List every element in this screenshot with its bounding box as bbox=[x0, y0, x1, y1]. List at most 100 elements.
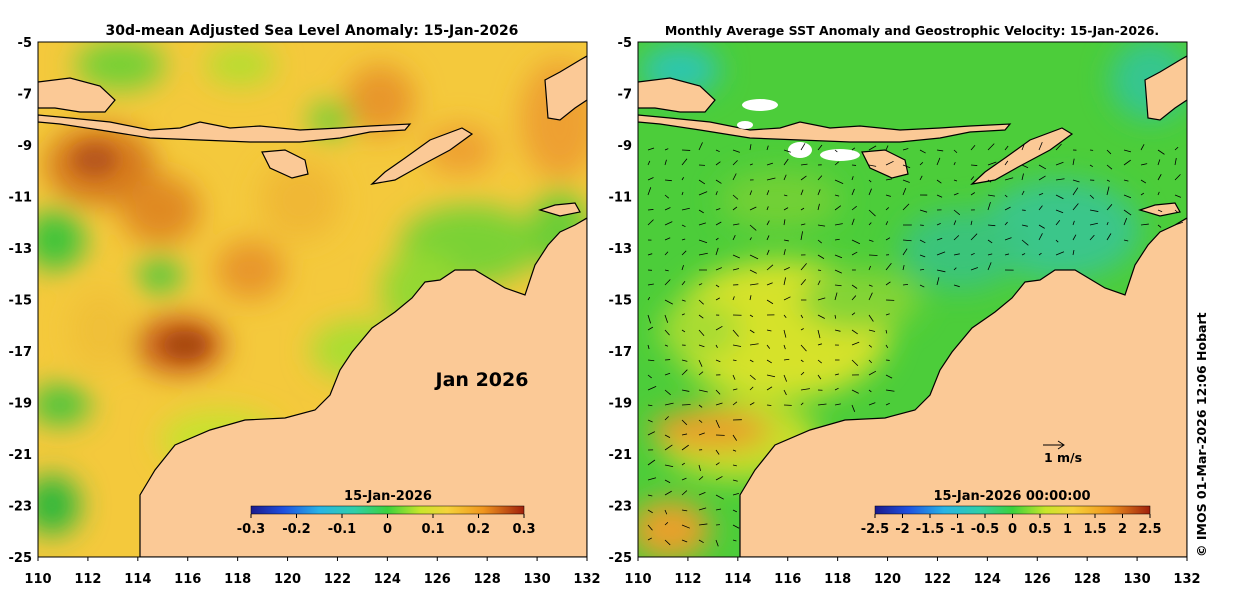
velocity-arrow bbox=[766, 386, 773, 391]
velocity-arrow bbox=[1140, 163, 1148, 166]
velocity-arrow bbox=[749, 314, 754, 318]
cbTicksR-label: -1.5 bbox=[916, 522, 944, 537]
right-lat-tick--15: -15 bbox=[609, 294, 633, 309]
velocity-arrow bbox=[1089, 209, 1099, 212]
velocity-arrow bbox=[1174, 209, 1178, 213]
velocity-arrow bbox=[987, 224, 996, 227]
velocity-arrow bbox=[953, 253, 960, 256]
velocity-arrow bbox=[987, 253, 993, 256]
velocity-arrow bbox=[1157, 224, 1162, 228]
velocity-arrow bbox=[885, 262, 892, 271]
velocity-arrow bbox=[817, 254, 825, 259]
velocity-arrow bbox=[834, 161, 839, 166]
left-lon-tick-114: 114 bbox=[124, 572, 151, 587]
velocity-arrow bbox=[783, 277, 786, 286]
velocity-arrow bbox=[1140, 179, 1147, 184]
velocity-arrow bbox=[851, 389, 859, 394]
velocity-arrow bbox=[749, 224, 757, 231]
right-lon-tick-110: 110 bbox=[624, 572, 651, 587]
cbTicksL-label: -0.2 bbox=[282, 522, 310, 537]
velocity-arrow bbox=[698, 191, 708, 196]
tip-island-right bbox=[1138, 202, 1181, 217]
velocity-arrow bbox=[1123, 194, 1132, 199]
velocity-arrow bbox=[851, 329, 858, 335]
velocity-arrow bbox=[851, 205, 857, 211]
velocity-arrow bbox=[698, 432, 705, 436]
velocity-arrow bbox=[732, 359, 737, 361]
velocity-arrow bbox=[749, 144, 752, 151]
velocity-arrow bbox=[1072, 179, 1080, 183]
velocity-arrow bbox=[868, 329, 876, 332]
velocity-arrow bbox=[766, 220, 770, 226]
velocity-arrow bbox=[834, 373, 839, 376]
velocity-arrow bbox=[800, 388, 810, 391]
velocity-arrow bbox=[885, 281, 891, 286]
left-lon-tick-110: 110 bbox=[24, 572, 51, 587]
velocity-arrow bbox=[953, 235, 960, 241]
left-lon-tick-120: 120 bbox=[274, 572, 301, 587]
right-lat-tick--13: -13 bbox=[609, 242, 633, 257]
velocity-arrow bbox=[783, 149, 791, 153]
velocity-arrow bbox=[885, 145, 889, 151]
velocity-arrow bbox=[885, 329, 888, 334]
lesser-sunda-right bbox=[638, 114, 1012, 143]
velocity-arrow bbox=[749, 163, 753, 166]
velocity-arrow bbox=[987, 179, 992, 183]
velocity-arrow bbox=[885, 221, 889, 226]
velocity-arrow bbox=[698, 222, 707, 226]
velocity-arrow bbox=[970, 252, 975, 256]
velocity-arrow bbox=[834, 179, 844, 185]
velocity-arrow bbox=[783, 249, 786, 256]
velocity-arrow bbox=[766, 249, 770, 256]
velocity-arrow bbox=[1004, 194, 1008, 198]
velocity-arrow bbox=[664, 490, 672, 496]
velocity-arrow bbox=[1021, 164, 1029, 169]
velocity-arrow bbox=[1123, 239, 1129, 242]
right-lon-tick-116: 116 bbox=[774, 572, 801, 587]
velocity-arrow bbox=[1123, 209, 1132, 216]
velocity-arrow bbox=[834, 205, 842, 211]
velocity-arrow bbox=[851, 404, 856, 412]
velocity-arrow bbox=[681, 490, 688, 496]
velocity-arrow bbox=[664, 221, 673, 226]
velocity-arrow bbox=[749, 359, 754, 363]
velocity-arrow bbox=[1038, 175, 1046, 181]
velocity-arrow bbox=[902, 179, 910, 183]
velocity-arrow bbox=[936, 222, 941, 226]
velocity-arrow bbox=[953, 162, 956, 166]
velocity-arrow bbox=[664, 148, 669, 151]
velocity-arrow bbox=[664, 251, 669, 256]
velocity-arrow bbox=[732, 374, 736, 380]
cbTicksL-label: 0.1 bbox=[421, 522, 444, 537]
cbTicksL-label: 0.2 bbox=[467, 522, 490, 537]
velocity-arrow bbox=[732, 509, 738, 513]
velocity-arrow bbox=[715, 389, 721, 395]
velocity-arrow bbox=[715, 247, 719, 256]
velocity-arrow bbox=[647, 187, 652, 196]
velocity-arrow bbox=[1072, 249, 1075, 256]
velocity-scale: 1 m/s bbox=[1043, 440, 1082, 465]
velocity-arrow bbox=[1055, 194, 1064, 200]
velocity-arrow bbox=[919, 162, 924, 166]
cbTicksR-label: 2.5 bbox=[1138, 522, 1161, 537]
velocity-arrow bbox=[681, 419, 688, 426]
velocity-arrow bbox=[647, 160, 651, 166]
velocity-arrow bbox=[868, 209, 876, 217]
velocity-arrow bbox=[783, 158, 789, 166]
velocity-arrow bbox=[732, 401, 738, 406]
velocity-arrow bbox=[732, 344, 742, 347]
velocity-arrow bbox=[681, 299, 686, 302]
right-land-and-coast bbox=[638, 55, 1187, 557]
velocity-arrow bbox=[1123, 149, 1132, 153]
velocity-arrow bbox=[783, 344, 786, 350]
right-lat-tick--17: -17 bbox=[609, 345, 633, 360]
velocity-arrow bbox=[1004, 221, 1008, 226]
velocity-arrow bbox=[800, 207, 805, 211]
velocity-arrow bbox=[1072, 203, 1079, 211]
right-lon-tick-126: 126 bbox=[1024, 572, 1051, 587]
velocity-arrow bbox=[1038, 252, 1042, 256]
velocity-arrow bbox=[732, 206, 738, 211]
right-colorbar-bar bbox=[874, 505, 1151, 515]
velocity-arrow bbox=[1021, 173, 1024, 181]
velocity-arrow bbox=[647, 524, 653, 531]
